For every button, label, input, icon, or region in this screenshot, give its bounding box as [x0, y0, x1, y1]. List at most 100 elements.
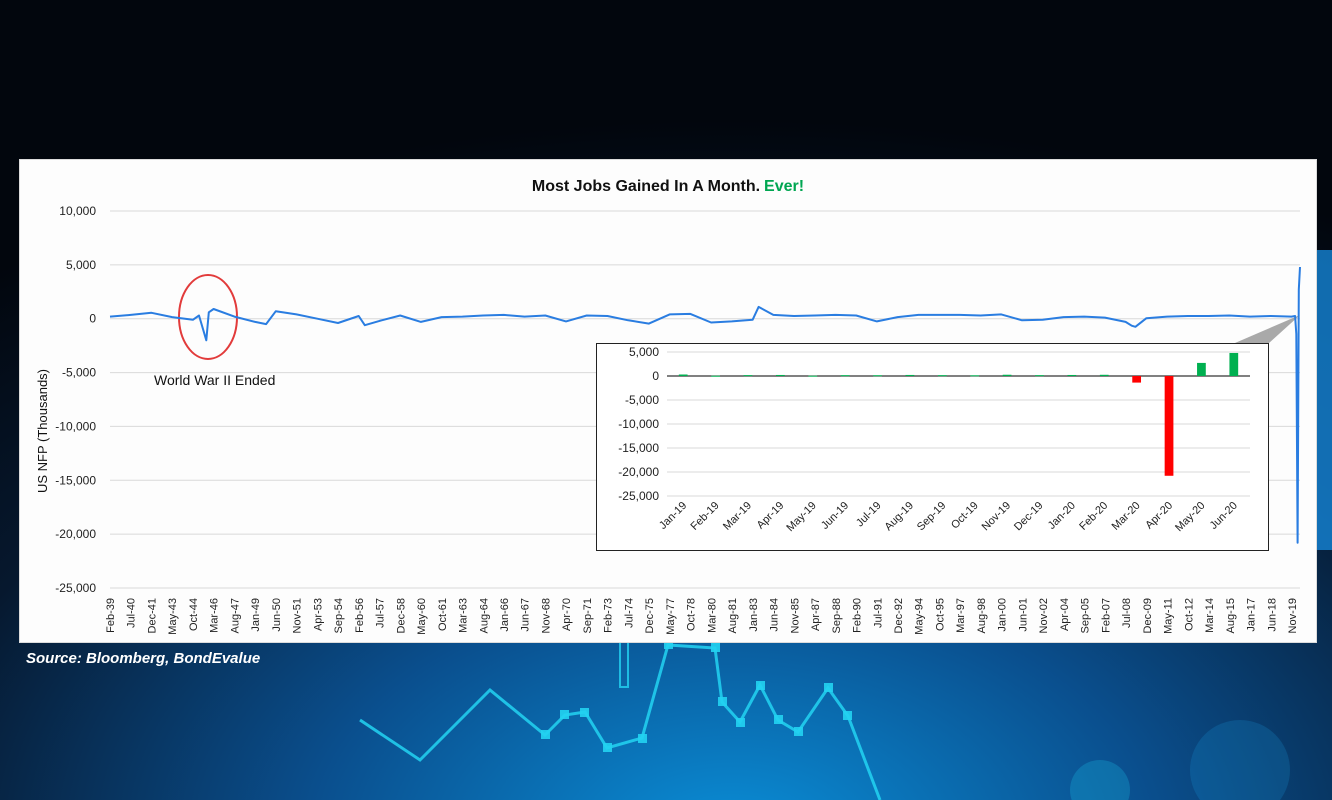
- inset-bar: [1099, 374, 1109, 376]
- chart-title-accent: Ever!: [764, 178, 804, 195]
- x-tick-label: Jan-83: [748, 598, 760, 632]
- inset-y-tick-labels: 5,000 0 -5,000 -10,000 -15,000 -20,000 -25,000: [618, 345, 659, 503]
- x-tick-label: Sep-05: [1080, 598, 1092, 633]
- zoom-connector: [1235, 315, 1300, 343]
- x-tick-label: Apr-70: [561, 598, 573, 631]
- inset-bar: [743, 375, 753, 377]
- inset-y-tick-label: -15,000: [618, 441, 659, 455]
- inset-bar: [905, 374, 915, 376]
- x-tick-label: Apr-87: [810, 598, 822, 631]
- x-tick-label: Aug-15: [1225, 598, 1237, 633]
- x-tick-label: Oct-61: [437, 598, 449, 631]
- y-tick-label: 0: [89, 312, 96, 326]
- x-tick-label: Feb-56: [354, 598, 366, 633]
- x-tick-label: Feb-73: [603, 598, 615, 633]
- inset-bar: [1002, 374, 1012, 376]
- inset-y-tick-label: 0: [652, 369, 659, 383]
- x-tick-label: Aug-64: [478, 598, 490, 633]
- x-tick-labels: Feb-39 Jul-40 Dec-41 May-43 Oct-44 Mar-46 Aug-…: [105, 598, 1299, 635]
- inset-bar: [775, 374, 785, 376]
- x-tick-label: Jan-49: [250, 598, 262, 632]
- inset-bar-chart-box: 5,000 0 -5,000 -10,000 -15,000 -20,000 -25,000…: [596, 343, 1269, 551]
- x-tick-label: Jun-67: [520, 598, 532, 632]
- inset-x-tick-label: Aug-19: [882, 500, 916, 534]
- y-tick-label: -10,000: [55, 419, 96, 433]
- x-tick-label: May-94: [914, 598, 926, 635]
- inset-bar: [873, 375, 882, 377]
- x-tick-label: Apr-04: [1059, 598, 1071, 631]
- x-tick-label: Dec-92: [893, 598, 905, 633]
- y-tick-label: 10,000: [59, 204, 96, 218]
- y-axis-label: US NFP (Thousands): [35, 369, 50, 493]
- main-line-chart: Most Jobs Gained In A Month. Ever! US NFP…: [35, 178, 1301, 635]
- x-tick-label: Mar-46: [209, 598, 221, 633]
- inset-bar: [1132, 376, 1142, 383]
- series-line: [109, 266, 1301, 544]
- inset-x-tick-label: Apr-20: [1143, 500, 1175, 532]
- inset-bar: [937, 375, 947, 377]
- inset-bar-chart: 5,000 0 -5,000 -10,000 -15,000 -20,000 -25,000…: [618, 345, 1250, 534]
- inset-x-tick-label: Jan-20: [1046, 500, 1078, 532]
- inset-x-tick-label: Mar-20: [1110, 500, 1143, 533]
- x-tick-label: Oct-95: [934, 598, 946, 631]
- x-tick-label: Nov-85: [789, 598, 801, 633]
- inset-y-tick-label: -25,000: [618, 489, 659, 503]
- inset-bar: [1067, 374, 1077, 376]
- inset-bar: [970, 375, 980, 377]
- inset-x-tick-label: Jul-19: [854, 500, 884, 530]
- x-tick-label: May-43: [167, 598, 179, 635]
- chart-title-main: Most Jobs Gained In A Month.: [532, 178, 760, 195]
- x-tick-label: Oct-12: [1183, 598, 1195, 631]
- x-tick-label: May-60: [416, 598, 428, 635]
- x-tick-label: Aug-81: [727, 598, 739, 633]
- x-tick-label: Sep-88: [831, 598, 843, 633]
- inset-x-tick-label: Dec-19: [1012, 500, 1046, 534]
- x-tick-label: Jun-18: [1266, 598, 1278, 632]
- inset-x-tick-label: May-19: [784, 500, 818, 534]
- x-tick-label: Jan-66: [499, 598, 511, 632]
- inset-x-tick-label: Jun-19: [819, 500, 851, 532]
- x-tick-label: Jan-17: [1246, 598, 1258, 632]
- x-tick-label: Dec-41: [146, 598, 158, 633]
- x-tick-label: Aug-47: [229, 598, 241, 633]
- x-tick-label: Jun-84: [769, 598, 781, 632]
- inset-gridlines: [667, 351, 1250, 497]
- x-tick-label: Jun-01: [1017, 598, 1029, 632]
- x-tick-label: Dec-75: [644, 598, 656, 633]
- y-tick-label: -25,000: [55, 581, 96, 595]
- inset-y-tick-label: -20,000: [618, 465, 659, 479]
- x-tick-label: Aug-98: [976, 598, 988, 633]
- x-tick-label: Feb-39: [105, 598, 117, 633]
- inset-bar: [711, 375, 720, 377]
- inset-bar: [840, 375, 850, 377]
- annotation-label: World War II Ended: [154, 372, 276, 388]
- inset-bar: [808, 375, 818, 377]
- x-tick-label: Nov-19: [1287, 598, 1299, 633]
- inset-y-tick-label: 5,000: [629, 345, 659, 359]
- inset-x-tick-label: Jun-20: [1208, 500, 1240, 532]
- x-tick-label: Jul-40: [126, 598, 138, 628]
- x-tick-label: Nov-68: [540, 598, 552, 633]
- inset-bar: [678, 374, 688, 376]
- inset-x-tick-label: Apr-19: [755, 500, 787, 532]
- inset-x-tick-label: Mar-19: [721, 500, 754, 533]
- y-tick-label: 5,000: [66, 258, 96, 272]
- x-tick-label: Sep-71: [582, 598, 594, 633]
- inset-bar: [1229, 352, 1239, 376]
- x-tick-label: May-11: [1163, 598, 1175, 634]
- x-tick-label: Mar-14: [1204, 598, 1216, 633]
- inset-x-tick-label: Feb-20: [1077, 500, 1110, 533]
- y-tick-label: -5,000: [62, 366, 96, 380]
- x-tick-label: Jul-08: [1121, 598, 1133, 628]
- x-tick-label: Mar-80: [706, 598, 718, 633]
- series-line-group: [109, 266, 1301, 544]
- inset-x-tick-label: Jan-19: [657, 500, 689, 532]
- x-tick-label: Mar-63: [458, 598, 470, 633]
- inset-y-tick-label: -10,000: [618, 417, 659, 431]
- inset-bar: [1197, 362, 1206, 376]
- chart-title: Most Jobs Gained In A Month. Ever!: [532, 178, 804, 195]
- x-tick-label: Nov-02: [1038, 598, 1050, 633]
- x-tick-label: Oct-44: [188, 598, 200, 631]
- inset-y-tick-label: -5,000: [625, 393, 659, 407]
